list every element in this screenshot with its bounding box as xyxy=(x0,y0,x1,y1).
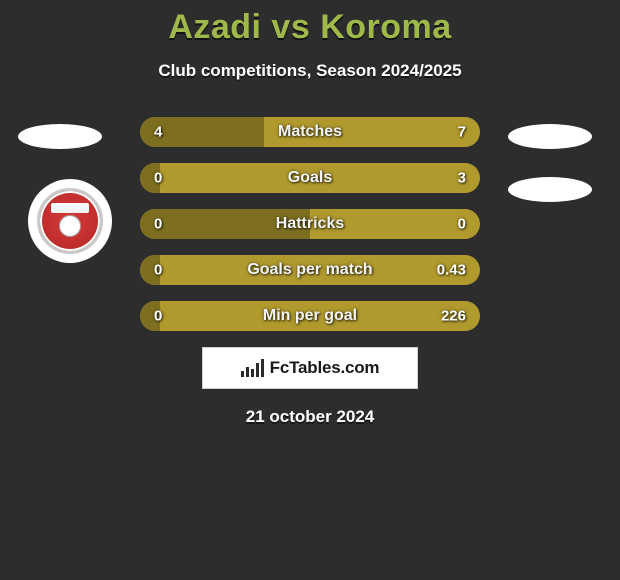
stat-label: Hattricks xyxy=(276,215,344,233)
stat-right-value: 3 xyxy=(458,170,466,187)
stat-left-value: 0 xyxy=(154,262,162,279)
page-title: Azadi vs Koroma xyxy=(0,0,620,47)
brand-chart-icon xyxy=(241,359,264,377)
stat-right-value: 226 xyxy=(441,308,466,325)
club-logo-left xyxy=(28,179,112,263)
stat-right-value: 0.43 xyxy=(437,262,466,279)
stat-row: 0 226 Min per goal xyxy=(140,301,480,331)
date-line: 21 october 2024 xyxy=(0,407,620,427)
stat-row: 0 0 Hattricks xyxy=(140,209,480,239)
subtitle: Club competitions, Season 2024/2025 xyxy=(0,61,620,81)
stat-label: Goals xyxy=(288,169,332,187)
stat-right-value: 7 xyxy=(458,124,466,141)
stat-label: Goals per match xyxy=(247,261,372,279)
stat-right-value: 0 xyxy=(458,216,466,233)
stat-label: Min per goal xyxy=(263,307,357,325)
brand-text: FcTables.com xyxy=(270,358,380,378)
stat-left-value: 0 xyxy=(154,170,162,187)
stat-row: 0 0.43 Goals per match xyxy=(140,255,480,285)
player-placeholder-ellipse xyxy=(508,124,592,149)
player-placeholder-ellipse xyxy=(508,177,592,202)
stat-row: 4 7 Matches xyxy=(140,117,480,147)
stat-left-value: 0 xyxy=(154,216,162,233)
stat-label: Matches xyxy=(278,123,342,141)
club-badge-icon xyxy=(37,188,103,254)
stat-row: 0 3 Goals xyxy=(140,163,480,193)
stat-left-value: 0 xyxy=(154,308,162,325)
player-placeholder-ellipse xyxy=(18,124,102,149)
stat-left-value: 4 xyxy=(154,124,162,141)
brand-box[interactable]: FcTables.com xyxy=(202,347,418,389)
